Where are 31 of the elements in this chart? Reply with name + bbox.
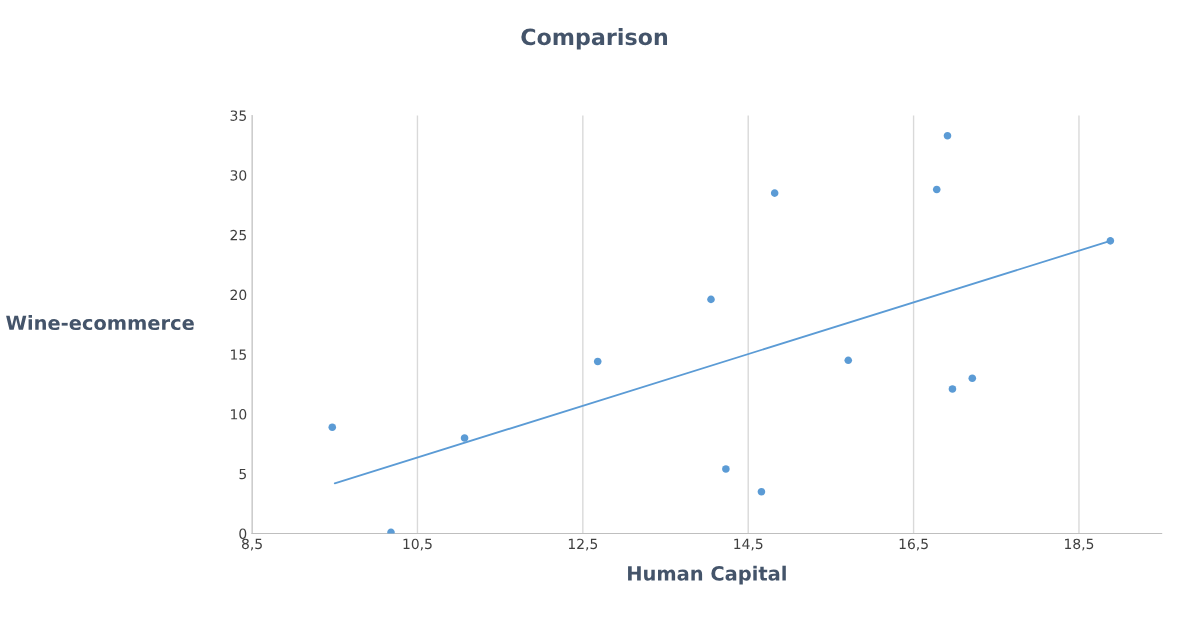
- point: [593, 357, 602, 366]
- x-tick-label: 10,5: [403, 538, 432, 551]
- x-tick-label: 12,5: [568, 538, 598, 551]
- point: [1106, 237, 1115, 245]
- point: [707, 295, 715, 304]
- point: [932, 185, 941, 194]
- point: [757, 487, 766, 496]
- point: [328, 423, 337, 432]
- y-tick-label: 35: [230, 110, 246, 121]
- y-tick-label: 10: [231, 409, 247, 420]
- x-tick-label: 18,5: [1065, 538, 1094, 551]
- point: [968, 374, 977, 383]
- y-tick-label: 30: [230, 170, 247, 181]
- x-axis-title: Human Capital: [628, 565, 786, 585]
- point: [770, 189, 779, 197]
- point: [722, 465, 730, 473]
- y-tick-label: 15: [231, 349, 246, 360]
- y-tick-label: 5: [239, 468, 246, 480]
- y-axis-title: Wine-ecommerce: [6, 315, 194, 331]
- x-tick-label: 8,5: [241, 538, 262, 551]
- point: [844, 356, 853, 365]
- x-tick-label: 14,5: [734, 538, 763, 551]
- point: [948, 385, 957, 393]
- point: [387, 528, 395, 534]
- y-tick-label: 20: [230, 289, 247, 301]
- y-tick-label: 0: [239, 528, 247, 539]
- point: [943, 131, 952, 140]
- y-tick-label: 25: [230, 229, 246, 241]
- chart-title: Comparison: [521, 28, 668, 50]
- x-tick-label: 16,5: [899, 538, 928, 551]
- point: [460, 434, 469, 442]
